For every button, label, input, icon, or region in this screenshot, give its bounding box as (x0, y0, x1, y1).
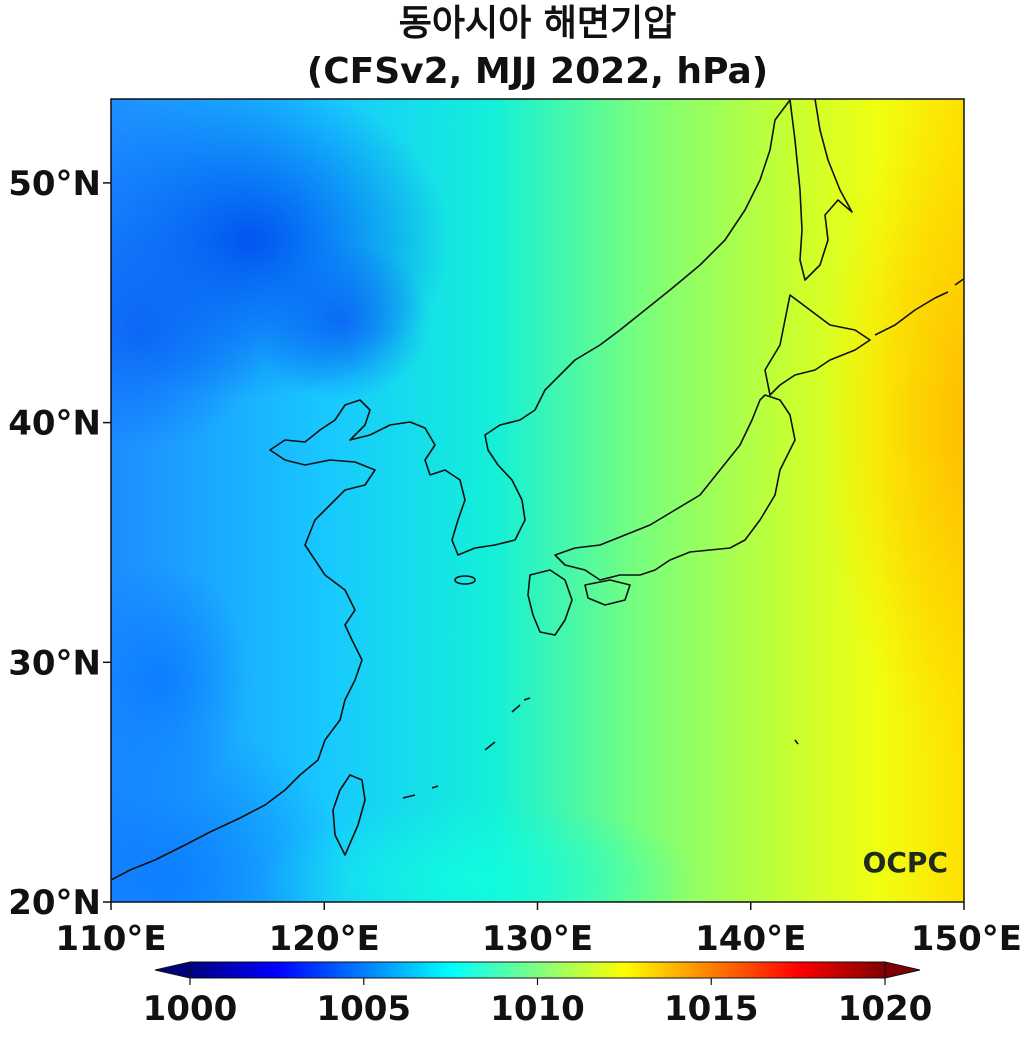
latitude-ticks: 50°N 40°N 30°N 20°N (8, 164, 111, 923)
shikoku-coastline (584, 579, 631, 606)
colorbar-tick-label: 1015 (664, 989, 759, 1029)
pressure-field (111, 99, 964, 902)
russia-coastline (619, 99, 791, 331)
hokkaido-coastline (764, 294, 871, 396)
lat-tick-label: 50°N (8, 164, 101, 204)
ocpc-logo: OCPC (863, 846, 948, 879)
colorbar-extend-min (154, 961, 191, 979)
lat-tick-label: 20°N (8, 883, 101, 923)
longitude-ticks: 110°E 120°E 130°E 140°E 150°E (55, 902, 1022, 959)
sakhalin-coastline (789, 99, 853, 281)
colorbar-tick-label: 1005 (316, 989, 411, 1029)
colorbar-tick-label: 1010 (490, 989, 585, 1029)
colorbar-tick-label: 1020 (838, 989, 933, 1029)
taiwan-coastline (332, 774, 366, 856)
jeju-island (454, 575, 476, 585)
map-subtitle: (CFSv2, MJJ 2022, hPa) (306, 51, 769, 92)
lat-tick-label: 30°N (8, 643, 101, 683)
lon-tick-label: 120°E (269, 919, 380, 959)
lon-tick-label: 110°E (55, 919, 166, 959)
coastlines (111, 99, 964, 881)
colorbar-bar (189, 961, 886, 979)
lon-tick-label: 130°E (482, 919, 593, 959)
lon-tick-label: 150°E (911, 919, 1022, 959)
lat-tick-label: 40°N (8, 404, 101, 444)
colorbar-extend-max (884, 961, 921, 979)
ryukyu-islands (402, 697, 799, 799)
map-title: 동아시아 해면기압 (398, 3, 677, 44)
lon-tick-label: 140°E (695, 919, 806, 959)
colorbar-tick-label: 1000 (143, 989, 238, 1029)
colorbar-ticks: 1000 1005 1010 1015 1020 (143, 978, 933, 1029)
honshu-coastline (554, 394, 796, 581)
kyushu-coastline (527, 569, 573, 636)
korea-coastline (429, 329, 621, 556)
colorbar: 1000 1005 1010 1015 1020 (143, 961, 933, 1029)
china-coastline (111, 399, 436, 881)
